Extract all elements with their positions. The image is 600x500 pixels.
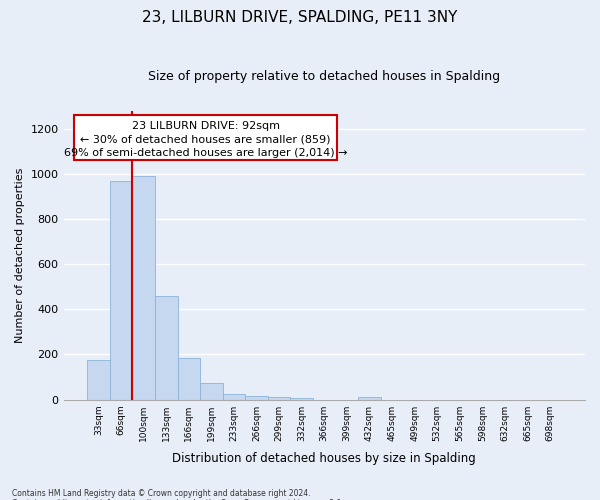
- Bar: [200, 382, 223, 400]
- X-axis label: Distribution of detached houses by size in Spalding: Distribution of detached houses by size …: [172, 452, 476, 465]
- Bar: [155, 296, 178, 400]
- Text: Contains public sector information licensed under the Open Government Licence v3: Contains public sector information licen…: [12, 498, 344, 500]
- Bar: [290, 398, 313, 400]
- Bar: [87, 360, 110, 400]
- Text: 69% of semi-detached houses are larger (2,014) →: 69% of semi-detached houses are larger (…: [64, 148, 347, 158]
- Bar: [223, 394, 245, 400]
- Bar: [178, 358, 200, 400]
- Text: 23, LILBURN DRIVE, SPALDING, PE11 3NY: 23, LILBURN DRIVE, SPALDING, PE11 3NY: [142, 10, 458, 25]
- Bar: [358, 397, 381, 400]
- Y-axis label: Number of detached properties: Number of detached properties: [15, 168, 25, 343]
- Text: Contains HM Land Registry data © Crown copyright and database right 2024.: Contains HM Land Registry data © Crown c…: [12, 488, 311, 498]
- Text: 23 LILBURN DRIVE: 92sqm: 23 LILBURN DRIVE: 92sqm: [131, 120, 280, 130]
- Bar: [268, 397, 290, 400]
- FancyBboxPatch shape: [74, 115, 337, 160]
- Bar: [133, 176, 155, 400]
- Bar: [245, 396, 268, 400]
- Text: ← 30% of detached houses are smaller (859): ← 30% of detached houses are smaller (85…: [80, 134, 331, 144]
- Bar: [110, 180, 133, 400]
- Title: Size of property relative to detached houses in Spalding: Size of property relative to detached ho…: [148, 70, 500, 83]
